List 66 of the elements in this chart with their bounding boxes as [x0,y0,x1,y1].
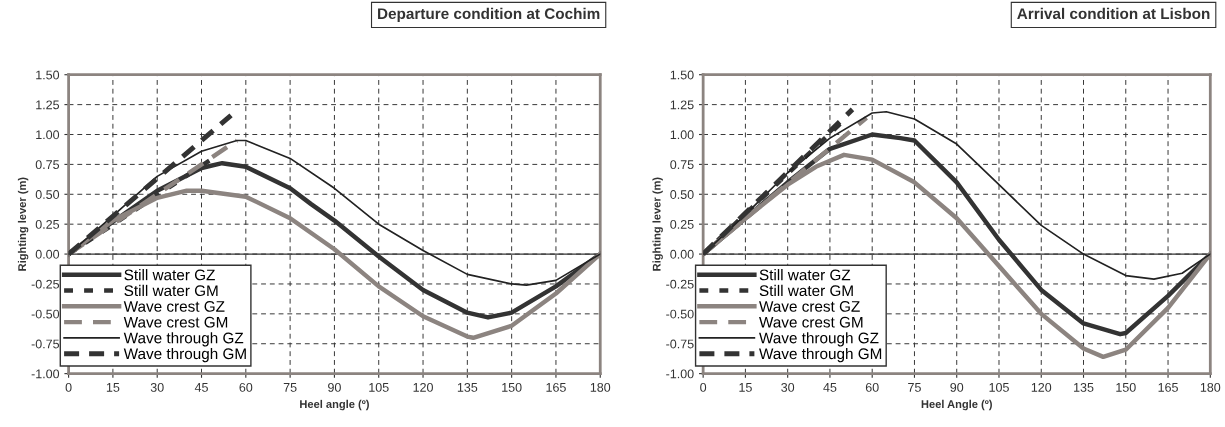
x-tick-label: 165 [1158,382,1178,392]
x-tick-label: 120 [1031,382,1052,392]
chart-title: Arrival condition at Lisbon [1017,7,1210,20]
x-tick-label: 165 [546,382,566,392]
x-tick-label: 180 [590,382,611,392]
y-tick-label: 0.25 [670,219,694,229]
legend-label: Still water GM [124,284,218,297]
y-tick-label: 1.50 [36,70,60,80]
y-tick-label: 1.50 [670,70,694,80]
x-tick-label: 0 [65,382,72,392]
y-tick-label: -0.75 [31,339,60,349]
legend-label: Still water GZ [759,269,851,281]
legend-label: Wave crest GZ [123,301,225,312]
x-tick-label: 150 [1116,382,1136,392]
x-tick-label: 135 [1074,382,1094,392]
x-tick-label: 30 [781,382,795,392]
y-tick-label: -1.00 [31,369,60,379]
y-tick-label: 0.50 [35,190,60,199]
x-tick-label: 180 [1200,382,1221,392]
y-tick-label: -1.00 [666,369,694,379]
y-tick-label: 1.25 [36,100,60,110]
legend-label: Still water GZ [124,269,215,281]
y-tick-label: -0.50 [31,309,60,319]
legend-label: Wave crest GM [759,316,863,328]
x-tick-label: 75 [908,383,921,392]
y-tick-label: -0.25 [666,279,694,289]
y-tick-label: 0.75 [670,160,694,170]
x-tick-label: 15 [106,383,120,392]
x-tick-label: 30 [150,382,164,392]
x-tick-label: 60 [239,382,253,392]
legend-label: Wave through GZ [759,332,879,347]
y-tick-label: 1.25 [670,100,694,110]
y-axis-title: Righting lever (m) [17,177,29,271]
x-axis-title: Heel angle (º) [300,399,369,411]
legend-label: Wave through GM [759,347,882,363]
x-tick-label: 45 [823,383,837,392]
y-tick-label: -0.25 [31,279,60,289]
y-tick-label: 0.50 [670,190,694,199]
y-tick-label: 0.00 [670,249,694,259]
y-tick-label: -0.50 [666,309,694,319]
y-tick-label: 0.25 [35,219,60,229]
x-tick-label: 105 [989,382,1009,392]
x-tick-label: 0 [700,382,707,392]
x-tick-label: 120 [413,382,433,392]
y-tick-label: 1.00 [36,130,60,140]
x-tick-label: 15 [739,383,752,392]
x-tick-label: 135 [457,382,478,392]
legend-label: Wave crest GM [123,316,228,328]
x-tick-label: 45 [194,383,208,392]
x-tick-label: 75 [283,383,297,392]
y-tick-label: 1.00 [670,130,694,140]
y-axis-title: Righting lever (m) [652,177,663,271]
legend-label: Wave through GM [123,347,246,363]
x-tick-label: 60 [865,382,879,392]
x-tick-label: 150 [502,382,522,392]
x-tick-label: 105 [369,382,389,392]
x-tick-label: 90 [950,382,964,392]
x-tick-label: 90 [328,382,341,392]
legend-label: Still water GM [759,284,853,297]
y-tick-label: 0.00 [35,249,60,259]
y-tick-label: -0.75 [666,339,694,349]
x-axis-title: Heel Angle (º) [921,399,992,411]
y-tick-label: 0.75 [35,160,60,170]
legend-label: Wave crest GZ [759,301,860,312]
legend-label: Wave through GZ [123,332,244,347]
chart-title: Departure condition at Cochim [378,7,600,23]
